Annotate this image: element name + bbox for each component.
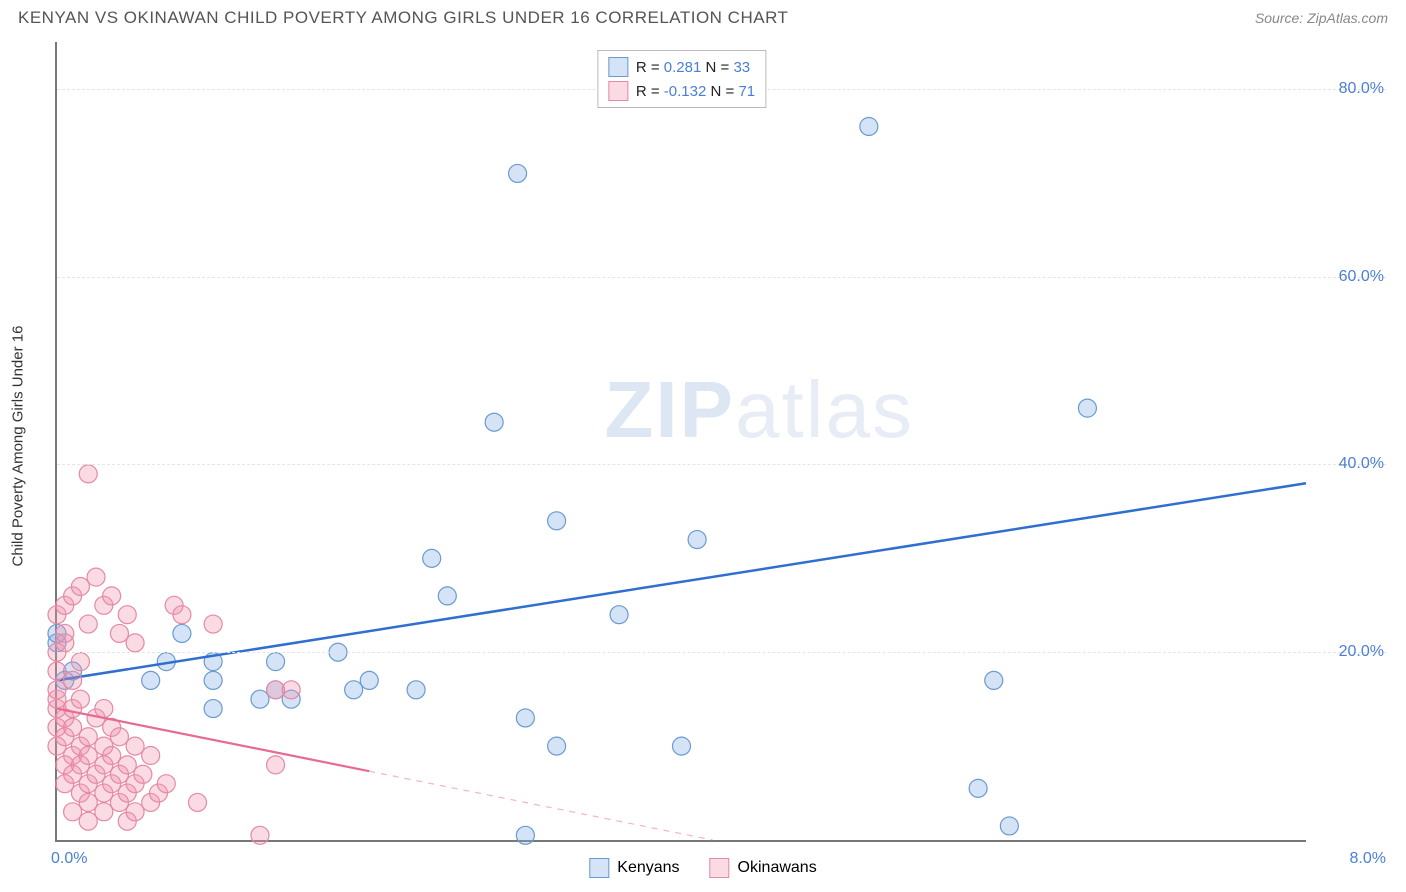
scatter-point: [126, 803, 144, 821]
scatter-point: [360, 671, 378, 689]
scatter-point: [1000, 817, 1018, 835]
scatter-point: [423, 549, 441, 567]
scatter-point: [126, 634, 144, 652]
scatter-point: [282, 681, 300, 699]
legend-stats: R = 0.281 N = 33: [636, 59, 750, 76]
legend-swatch: [608, 57, 628, 77]
legend-swatch: [710, 858, 730, 878]
scatter-point: [173, 606, 191, 624]
scatter-point: [142, 747, 160, 765]
scatter-point: [204, 700, 222, 718]
scatter-point: [438, 587, 456, 605]
scatter-point: [267, 756, 285, 774]
scatter-point: [79, 465, 97, 483]
series-legend-item: Kenyans: [589, 858, 679, 878]
scatter-point: [516, 709, 534, 727]
series-legend-label: Okinawans: [738, 859, 817, 877]
series-legend-item: Okinawans: [710, 858, 817, 878]
scatter-point: [56, 624, 74, 642]
legend-swatch: [589, 858, 609, 878]
series-legend: Kenyans Okinawans: [589, 858, 816, 878]
regression-line-dashed: [369, 771, 712, 840]
scatter-point: [251, 826, 269, 844]
scatter-point: [79, 793, 97, 811]
scatter-point: [48, 681, 66, 699]
scatter-point: [110, 624, 128, 642]
scatter-point: [71, 690, 89, 708]
scatter-point: [407, 681, 425, 699]
y-tick-label: 60.0%: [1339, 268, 1384, 286]
scatter-point: [485, 413, 503, 431]
y-tick-label: 40.0%: [1339, 455, 1384, 473]
scatter-point: [95, 803, 113, 821]
gridline: [57, 277, 1386, 278]
scatter-point: [79, 728, 97, 746]
scatter-point: [157, 775, 175, 793]
scatter-point: [189, 793, 207, 811]
scatter-point: [48, 662, 66, 680]
legend-swatch: [608, 81, 628, 101]
chart-plot-area: R = 0.281 N = 33R = -0.132 N = 71 20.0%4…: [55, 42, 1306, 842]
scatter-point: [87, 568, 105, 586]
scatter-point: [64, 671, 82, 689]
gridline: [57, 464, 1386, 465]
regression-line: [57, 483, 1306, 680]
scatter-point: [103, 587, 121, 605]
scatter-point: [267, 653, 285, 671]
scatter-point: [251, 690, 269, 708]
scatter-point: [79, 812, 97, 830]
legend-row: R = 0.281 N = 33: [608, 55, 755, 79]
scatter-point: [64, 803, 82, 821]
scatter-point: [134, 765, 152, 783]
scatter-point: [548, 512, 566, 530]
scatter-point: [64, 718, 82, 736]
chart-title: KENYAN VS OKINAWAN CHILD POVERTY AMONG G…: [18, 8, 788, 28]
scatter-point: [345, 681, 363, 699]
series-legend-label: Kenyans: [617, 859, 679, 877]
scatter-point: [173, 624, 191, 642]
x-tick-label: 8.0%: [1350, 850, 1386, 868]
scatter-point: [860, 117, 878, 135]
gridline: [57, 652, 1386, 653]
scatter-point: [985, 671, 1003, 689]
scatter-point: [103, 747, 121, 765]
scatter-point: [79, 747, 97, 765]
scatter-point: [118, 756, 136, 774]
scatter-point: [95, 700, 113, 718]
legend-stats: R = -0.132 N = 71: [636, 83, 755, 100]
x-tick-label: 0.0%: [51, 850, 87, 868]
scatter-point: [673, 737, 691, 755]
scatter-point: [204, 615, 222, 633]
y-tick-label: 20.0%: [1339, 643, 1384, 661]
y-axis-label: Child Poverty Among Girls Under 16: [10, 326, 27, 567]
correlation-legend: R = 0.281 N = 33 R = -0.132 N = 71: [597, 50, 766, 108]
scatter-point: [142, 671, 160, 689]
y-tick-label: 80.0%: [1339, 80, 1384, 98]
scatter-point: [688, 531, 706, 549]
scatter-point: [204, 671, 222, 689]
scatter-point: [79, 615, 97, 633]
scatter-point: [969, 779, 987, 797]
scatter-point: [1078, 399, 1096, 417]
scatter-point: [610, 606, 628, 624]
scatter-svg: [57, 42, 1306, 840]
scatter-point: [126, 737, 144, 755]
scatter-point: [118, 606, 136, 624]
scatter-point: [548, 737, 566, 755]
legend-row: R = -0.132 N = 71: [608, 79, 755, 103]
scatter-point: [110, 728, 128, 746]
scatter-point: [509, 164, 527, 182]
scatter-point: [71, 578, 89, 596]
scatter-point: [516, 826, 534, 844]
scatter-point: [71, 653, 89, 671]
source-label: Source: ZipAtlas.com: [1255, 10, 1388, 26]
